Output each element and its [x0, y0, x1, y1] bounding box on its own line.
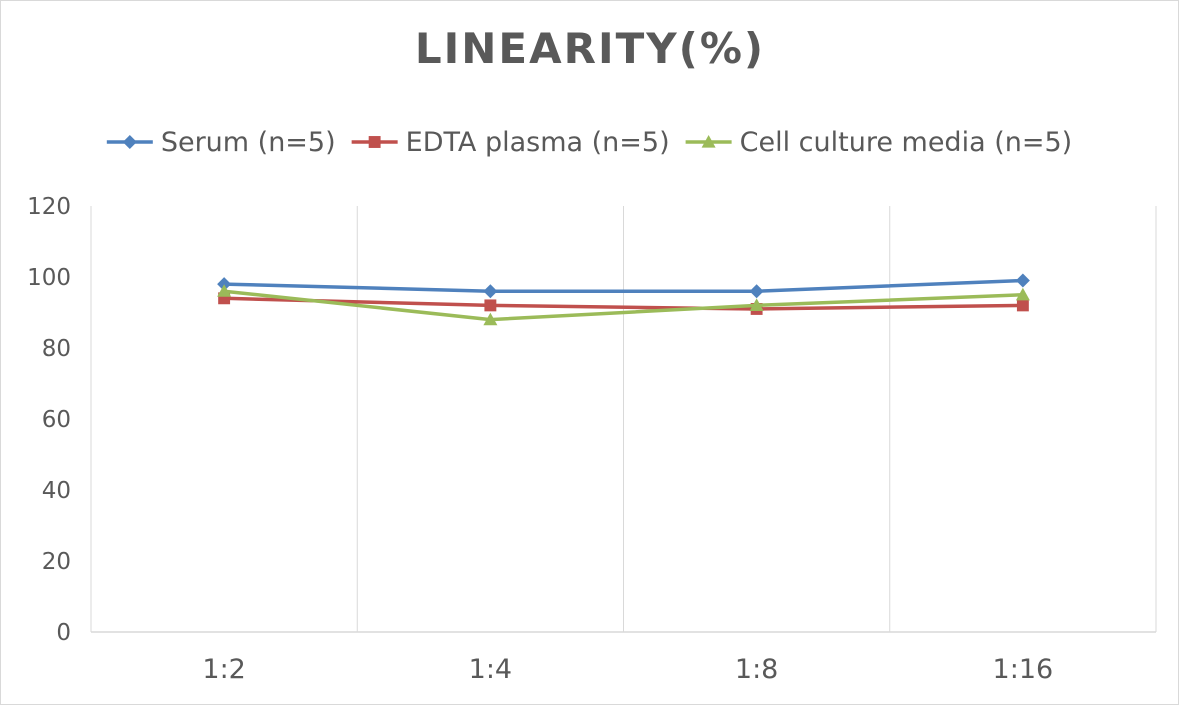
- legend-item: EDTA plasma (n=5): [351, 127, 670, 158]
- legend-item: Cell culture media (n=5): [685, 127, 1073, 158]
- x-tick-label: 1:2: [202, 654, 245, 685]
- legend: Serum (n=5) EDTA plasma (n=5) Cell culture…: [106, 127, 1073, 158]
- legend-marker: [368, 136, 381, 148]
- series-line: [223, 289, 1023, 322]
- chart-title: LINEARITY(%): [415, 24, 765, 73]
- y-tick-label: 40: [42, 478, 71, 504]
- data-point: [1015, 273, 1030, 288]
- data-point: [1015, 287, 1030, 301]
- legend-item: Serum (n=5): [106, 127, 336, 158]
- data-point: [217, 284, 232, 297]
- data-point: [483, 284, 498, 299]
- series-1: [217, 273, 1030, 299]
- y-tick-label: 60: [42, 407, 71, 433]
- data-point: [483, 312, 498, 326]
- data-point: [484, 299, 497, 312]
- legend-marker: [122, 135, 137, 149]
- x-tick-label: 1:16: [993, 654, 1054, 685]
- y-tick-label: 120: [27, 194, 71, 220]
- axes: 0 20 40 60 80 100 120 1:2 1:4 1:8 1:16: [27, 194, 1156, 685]
- legend-marker: [701, 135, 716, 148]
- y-tick-label: 0: [56, 620, 71, 646]
- data-point: [218, 292, 231, 305]
- x-tick-label: 1:8: [735, 654, 778, 685]
- data-point: [217, 277, 232, 292]
- y-tick-label: 20: [42, 549, 71, 575]
- series-group: [217, 273, 1030, 326]
- series-line: [224, 296, 1023, 311]
- legend-label: Cell culture media (n=5): [740, 127, 1073, 158]
- data-point: [749, 298, 764, 311]
- legend-label: EDTA plasma (n=5): [406, 127, 670, 158]
- y-tick-label: 80: [42, 336, 71, 362]
- data-point: [1016, 299, 1029, 312]
- x-tick-label: 1:4: [469, 654, 512, 685]
- gridlines: [90, 206, 1157, 632]
- legend-label: Serum (n=5): [161, 127, 336, 158]
- y-tick-label: 100: [27, 265, 71, 291]
- series-line: [224, 278, 1023, 293]
- series-3: [217, 284, 1030, 326]
- data-point: [749, 284, 764, 299]
